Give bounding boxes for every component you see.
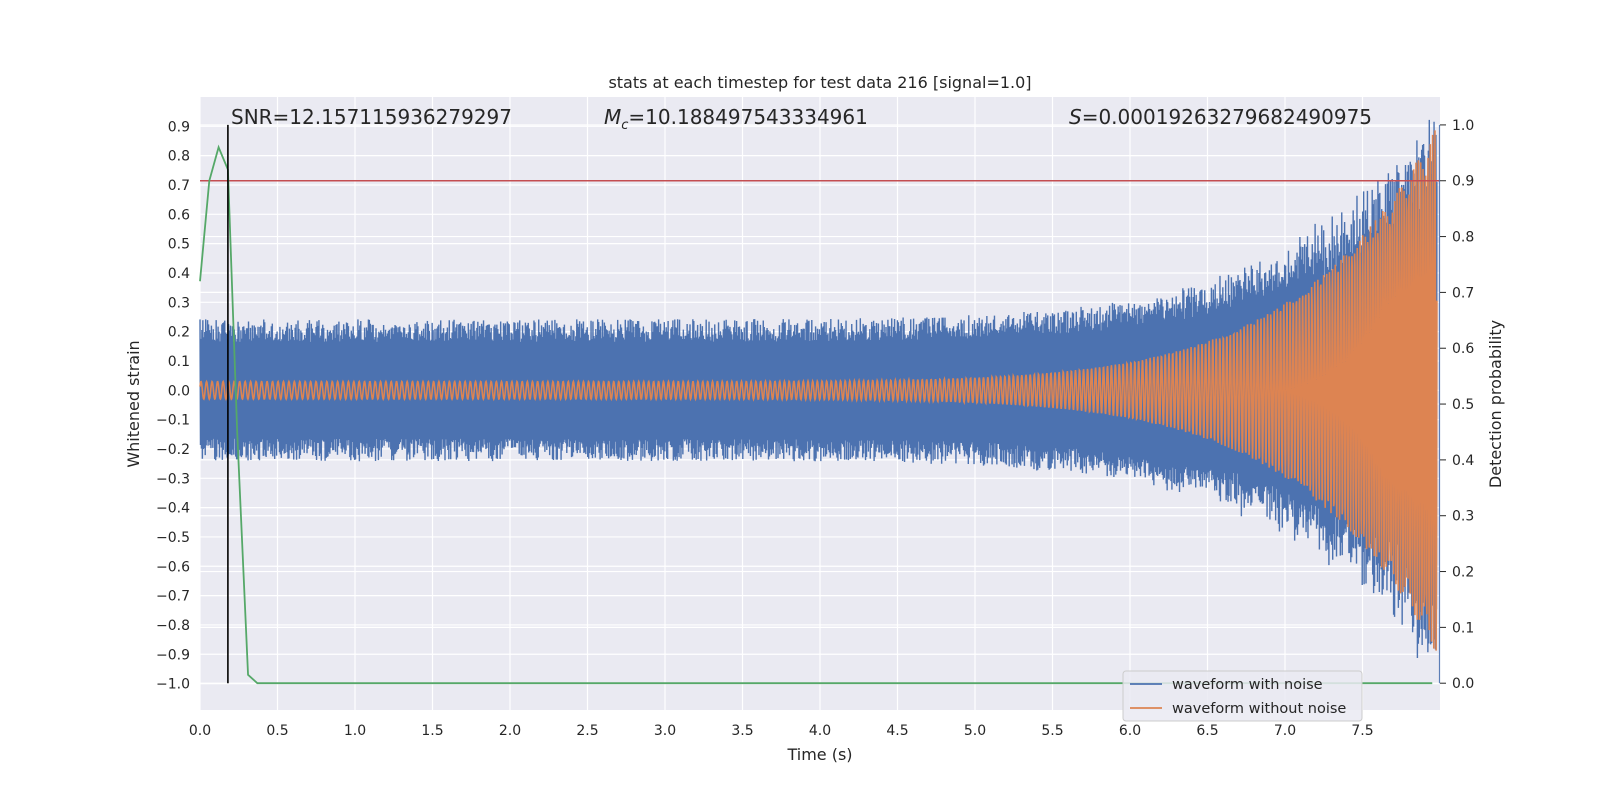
series-detection-probability [199, 144, 1433, 685]
mc-subscript: c [621, 118, 628, 133]
series-waveform-with-noise [199, 119, 1438, 658]
x-tick-label: 5.0 [964, 723, 986, 739]
legend-box [1122, 670, 1363, 722]
y-tick-label: −0.3 [156, 471, 190, 487]
y2-tick-label: 1.0 [1452, 118, 1474, 134]
x-tick-label: 0.5 [266, 723, 288, 739]
s-symbol: S [1069, 105, 1082, 129]
y-tick-label: −0.8 [156, 618, 190, 634]
y2-tick-label: 0.1 [1452, 620, 1474, 636]
y2-axis-ticks: 0.0 0.1 0.2 0.3 0.4 0.5 0.6 0.7 0.8 0.9 1.0 [1440, 118, 1474, 692]
x-tick-label: 2.0 [499, 723, 521, 739]
y-tick-label: 0.9 [168, 119, 190, 135]
x-tick-label: 1.5 [421, 723, 443, 739]
y-tick-label: 0.7 [168, 178, 190, 194]
x-tick-label: 7.5 [1351, 723, 1373, 739]
mc-symbol: M [604, 105, 621, 129]
y-tick-label: 0.6 [168, 207, 190, 223]
x-tick-label: 2.5 [576, 723, 598, 739]
y-tick-label: 0.4 [168, 266, 190, 282]
y2-tick-label: 0.9 [1452, 174, 1474, 190]
s-value: =0.00019263279682490975 [1082, 105, 1372, 129]
y-tick-label: −1.0 [156, 677, 190, 693]
legend-label-noise: waveform with noise [1172, 677, 1323, 693]
legend: waveform with noise waveform without noi… [1122, 670, 1363, 722]
x-tick-label: 3.5 [731, 723, 753, 739]
x-tick-label: 6.5 [1196, 723, 1218, 739]
y2-tick-label: 0.7 [1452, 285, 1474, 301]
x-tick-label: 0.0 [189, 723, 211, 739]
chart-title: stats at each timestep for test data 216… [608, 73, 1031, 92]
mc-value: =10.188497543334961 [628, 105, 867, 129]
y2-tick-label: 0.5 [1452, 397, 1474, 413]
y-tick-label: −0.6 [156, 559, 190, 575]
y-tick-label: −0.1 [156, 413, 190, 429]
x-tick-label: 1.0 [344, 723, 366, 739]
y-tick-label: −0.2 [156, 442, 190, 458]
y-tick-label: 0.2 [168, 325, 190, 341]
y2-tick-label: 0.8 [1452, 230, 1474, 246]
y-tick-label: 0.0 [168, 383, 190, 399]
y-axis-ticks: 0.9 0.8 0.7 0.6 0.5 0.4 0.3 0.2 0.1 0.0 −0.1 −0.2 −0… [156, 119, 190, 692]
y-tick-label: 0.3 [168, 295, 190, 311]
y2-tick-label: 0.2 [1452, 565, 1474, 581]
x-tick-label: 5.5 [1041, 723, 1063, 739]
y-tick-label: −0.5 [156, 530, 190, 546]
y-tick-label: 0.1 [168, 354, 190, 370]
x-tick-label: 6.0 [1119, 723, 1141, 739]
x-tick-label: 3.0 [654, 723, 676, 739]
y-tick-label: −0.7 [156, 589, 190, 605]
x-tick-label: 4.5 [886, 723, 908, 739]
y-tick-label: −0.9 [156, 647, 190, 663]
x-tick-label: 7.0 [1274, 723, 1296, 739]
y-tick-label: 0.5 [168, 237, 190, 253]
mc-annotation: Mc=10.188497543334961 [604, 105, 868, 133]
y-axis-label: Whitened strain [124, 340, 143, 467]
legend-label-clean: waveform without noise [1172, 701, 1346, 717]
x-tick-label: 4.0 [809, 723, 831, 739]
series-waveform-without-noise [199, 130, 1438, 651]
y2-tick-label: 0.3 [1452, 509, 1474, 525]
y2-tick-label: 0.4 [1452, 453, 1474, 469]
x-axis-label: Time (s) [786, 745, 852, 764]
x-axis-ticks: 0.0 0.5 1.0 1.5 2.0 2.5 3.0 3.5 4.0 4.5 5.0 5.5 6.0 6… [189, 723, 1374, 739]
snr-annotation: SNR=12.157115936279297 [231, 105, 512, 129]
y-tick-label: 0.8 [168, 149, 190, 165]
y-tick-label: −0.4 [156, 501, 190, 517]
y2-axis-label: Detection probability [1486, 320, 1505, 488]
s-annotation: S=0.00019263279682490975 [1069, 105, 1372, 129]
data-layer [199, 119, 1441, 685]
y2-tick-label: 0.0 [1452, 676, 1474, 692]
y2-tick-label: 0.6 [1452, 341, 1474, 357]
